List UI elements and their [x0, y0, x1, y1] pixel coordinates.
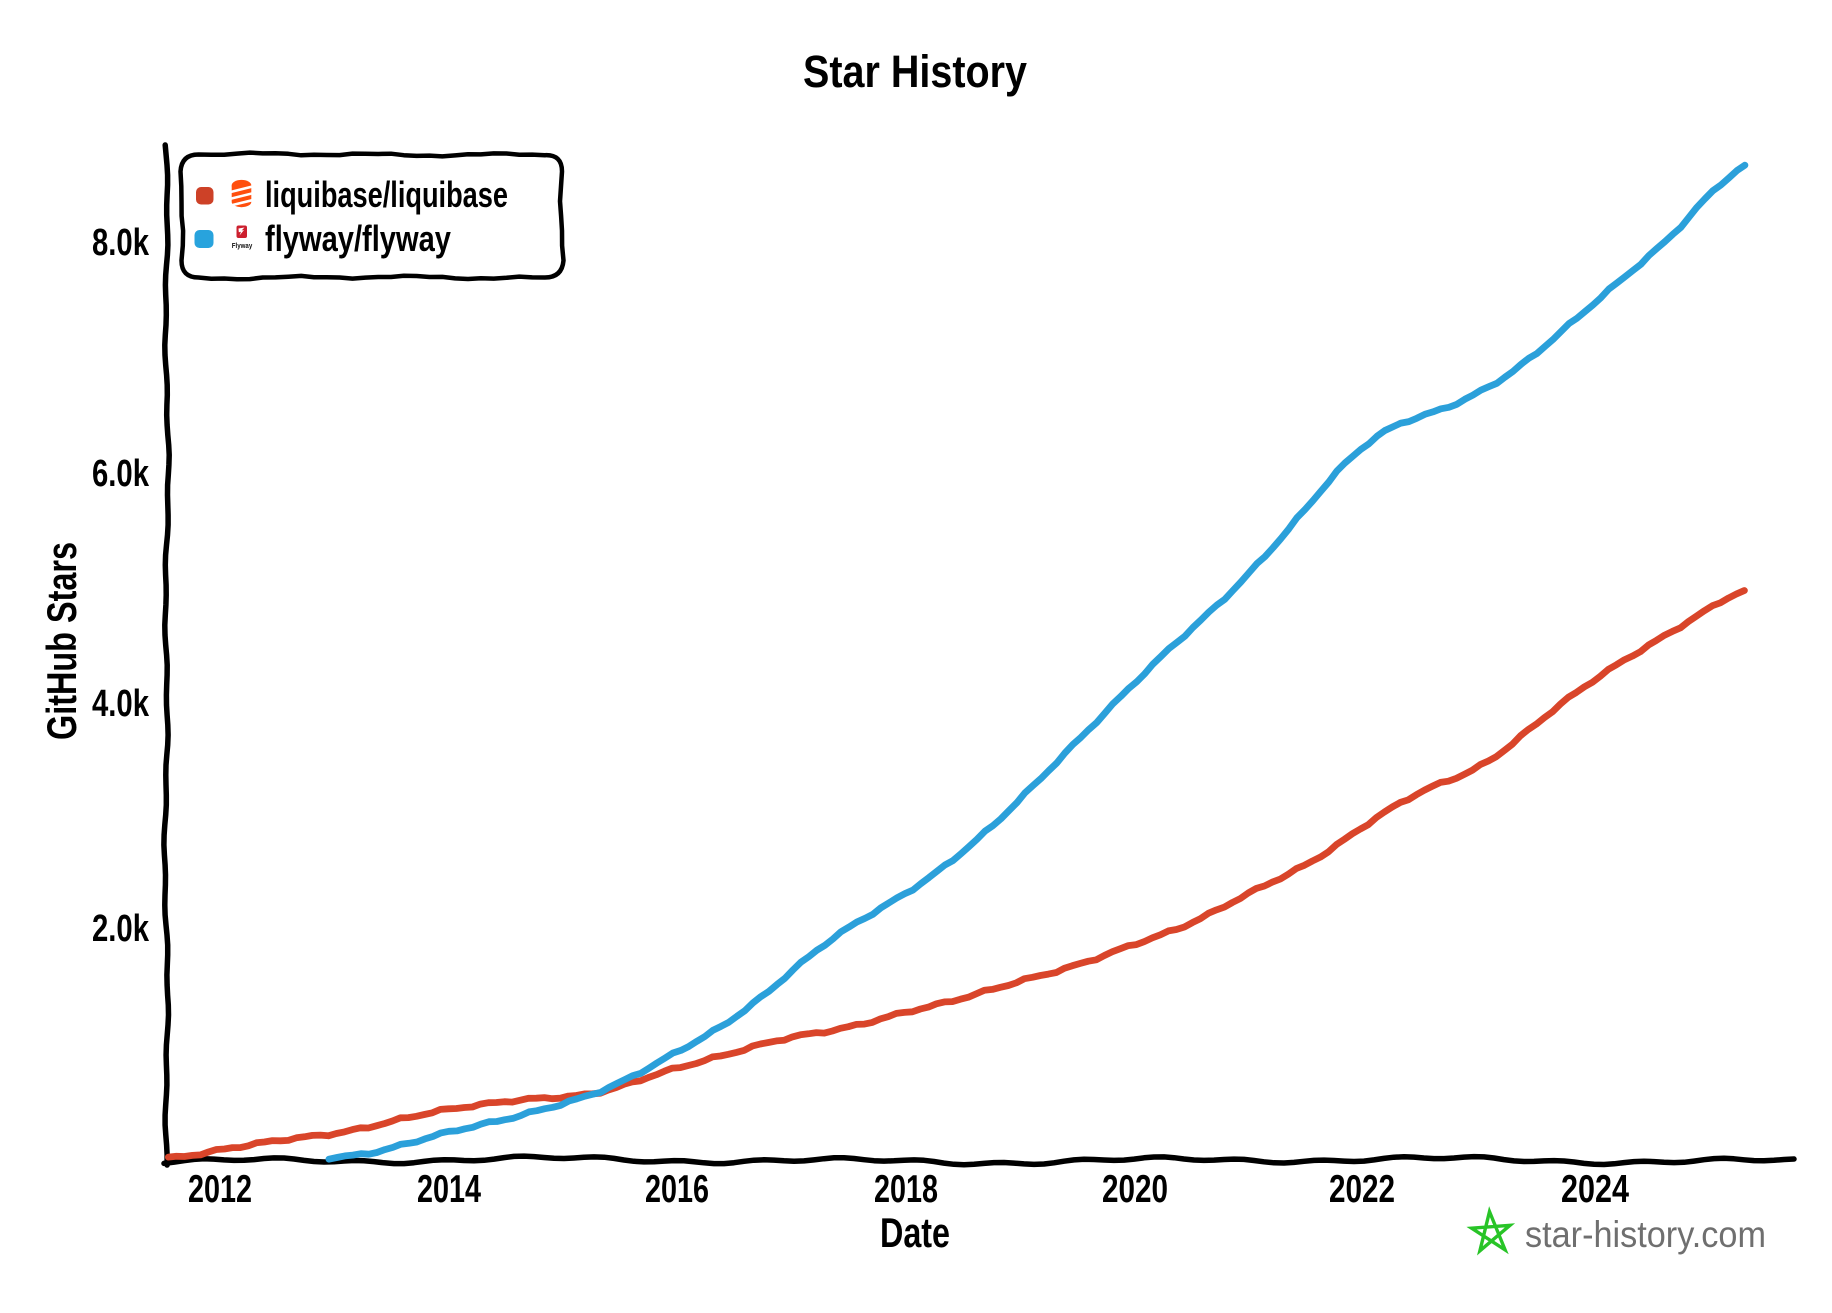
svg-text:2020: 2020 [1102, 1168, 1168, 1211]
svg-text:Flyway: Flyway [232, 241, 253, 250]
svg-text:2014: 2014 [417, 1168, 481, 1211]
svg-text:flyway/flyway: flyway/flyway [265, 218, 451, 259]
svg-text:2.0k: 2.0k [92, 908, 150, 950]
svg-text:Date: Date [880, 1209, 950, 1256]
svg-text:8.0k: 8.0k [92, 222, 150, 264]
svg-text:star-history.com: star-history.com [1525, 1214, 1766, 1255]
svg-text:2022: 2022 [1329, 1168, 1395, 1211]
svg-text:Star History: Star History [803, 46, 1027, 97]
svg-text:4.0k: 4.0k [92, 683, 150, 725]
svg-text:2018: 2018 [874, 1168, 938, 1211]
svg-text:liquibase/liquibase: liquibase/liquibase [265, 174, 508, 215]
svg-text:2016: 2016 [645, 1168, 709, 1211]
svg-text:GitHub Stars: GitHub Stars [38, 542, 85, 740]
svg-text:2024: 2024 [1561, 1168, 1629, 1211]
svg-text:6.0k: 6.0k [92, 453, 150, 495]
svg-text:2012: 2012 [188, 1168, 252, 1211]
